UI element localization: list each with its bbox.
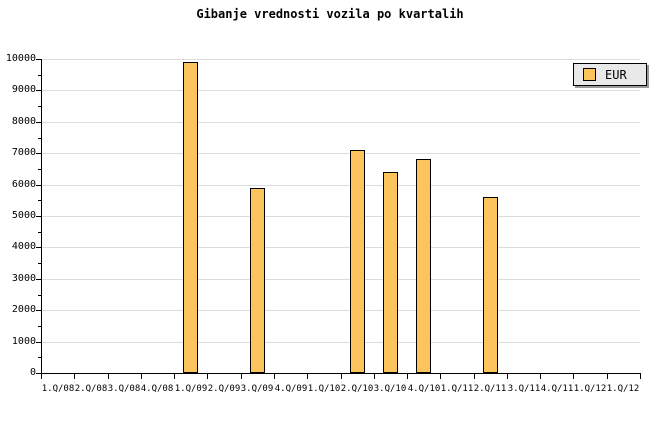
y-axis-label: 9000 [11,84,36,95]
legend: EUR [573,63,647,86]
x-axis-tick [540,374,541,379]
x-axis-label: 2.Q/10 [340,384,374,394]
x-axis-tick [241,374,242,379]
bar-3-q-09 [250,188,265,373]
y-axis-label: 6000 [11,179,36,190]
y-axis-major-tick [36,342,41,343]
y-axis-major-tick [36,90,41,91]
y-gridline [41,342,640,343]
y-axis-label: 0 [29,367,36,378]
y-axis-minor-tick [38,138,41,139]
x-axis-tick [440,374,441,379]
y-axis-minor-tick [38,295,41,296]
y-gridline [41,185,640,186]
y-gridline [41,310,640,311]
x-axis-tick [640,374,641,379]
x-axis-tick [407,374,408,379]
x-axis-tick [108,374,109,379]
x-axis-label: 4.Q/10 [407,384,441,394]
y-axis-label: 4000 [11,241,36,252]
y-axis-minor-tick [38,200,41,201]
y-axis-line [41,59,42,374]
x-axis-tick [573,374,574,379]
y-gridline [41,153,640,154]
x-axis-label: 3.Q/11 [507,384,541,394]
legend-swatch-eur [583,68,596,81]
y-axis-major-tick [36,122,41,123]
x-axis-tick [507,374,508,379]
x-axis-tick [474,374,475,379]
y-gridline [41,122,640,123]
y-axis-minor-tick [38,106,41,107]
y-axis-label: 1000 [11,336,36,347]
x-axis-tick [274,374,275,379]
y-axis-major-tick [36,216,41,217]
x-axis-label: 2.Q/11 [473,384,507,394]
x-axis-label: 4.Q/11 [540,384,574,394]
bar-3-q-10 [383,172,398,373]
legend-label-eur: EUR [605,67,627,82]
x-axis-label: 3.Q/09 [240,384,274,394]
x-axis-tick [607,374,608,379]
y-gridline [41,59,640,60]
y-axis-minor-tick [38,326,41,327]
x-axis-label: 1.Q/12 [573,384,607,394]
y-axis-minor-tick [38,232,41,233]
x-axis-tick [341,374,342,379]
x-axis-label: 3.Q/10 [373,384,407,394]
y-axis-major-tick [36,185,41,186]
bar-2-q-10 [350,150,365,373]
y-axis-label: 8000 [11,116,36,127]
x-axis-tick [207,374,208,379]
y-axis-label: 3000 [11,273,36,284]
x-axis-label: 2.Q/09 [207,384,241,394]
x-axis-tick [74,374,75,379]
y-axis-major-tick [36,247,41,248]
y-axis-label: 7000 [11,147,36,158]
x-axis-label: 1.Q/12 [606,384,640,394]
y-gridline [41,216,640,217]
x-axis-label: 1.Q/09 [174,384,208,394]
y-axis-minor-tick [38,75,41,76]
y-axis-major-tick [36,279,41,280]
y-axis-minor-tick [38,357,41,358]
y-gridline [41,279,640,280]
x-axis-tick [307,374,308,379]
x-axis-label: 2.Q/08 [74,384,108,394]
bar-1-q-09 [183,62,198,373]
y-axis-minor-tick [38,263,41,264]
y-axis-label: 10000 [5,53,36,64]
y-axis-label: 5000 [11,210,36,221]
x-axis-label: 4.Q/08 [140,384,174,394]
x-axis-label: 1.Q/10 [307,384,341,394]
bar-4-q-10 [416,159,431,373]
x-axis-tick [141,374,142,379]
y-axis-major-tick [36,153,41,154]
y-axis-major-tick [36,59,41,60]
x-axis-label: 1.Q/11 [440,384,474,394]
x-axis-label: 1.Q/08 [41,384,75,394]
y-axis-label: 2000 [11,304,36,315]
bar-2-q-11 [483,197,498,373]
y-axis-major-tick [36,310,41,311]
x-axis-tick [174,374,175,379]
chart-title: Gibanje vrednosti vozila po kvartalih [196,7,464,21]
x-axis-label: 3.Q/08 [107,384,141,394]
y-gridline [41,90,640,91]
x-axis-line [41,373,641,374]
y-axis-major-tick [36,373,41,374]
x-axis-tick [41,374,42,379]
y-axis-minor-tick [38,169,41,170]
x-axis-label: 4.Q/09 [274,384,308,394]
x-axis-tick [374,374,375,379]
y-gridline [41,247,640,248]
